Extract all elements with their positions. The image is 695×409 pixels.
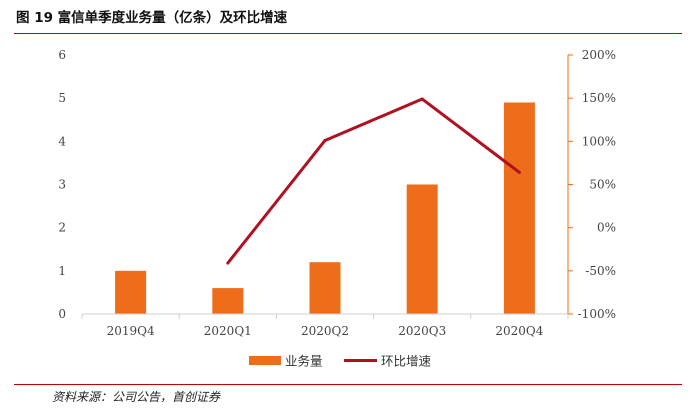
source-rule — [14, 384, 682, 385]
bar — [115, 270, 147, 314]
left-tick-label: 4 — [58, 134, 66, 148]
x-tick-label: 2019Q4 — [107, 324, 155, 338]
legend-bar-label: 业务量 — [285, 354, 323, 369]
x-tick-label: 2020Q1 — [204, 324, 252, 338]
bar — [212, 288, 244, 314]
left-axis-ticks: 0 1 2 3 4 5 6 — [58, 48, 66, 321]
left-tick-label: 5 — [58, 91, 66, 105]
line-point — [226, 261, 230, 265]
line-point — [420, 97, 424, 101]
bar — [503, 102, 535, 314]
figure-title: 图 19 富信单季度业务量（亿条）及环比增速 — [16, 10, 288, 26]
legend-line-label: 环比增速 — [381, 354, 432, 369]
left-tick-label: 0 — [58, 307, 66, 321]
right-tick-label: 100% — [582, 134, 616, 148]
legend-bar-swatch — [249, 356, 281, 365]
legend: 业务量 环比增速 — [249, 354, 432, 369]
right-tick-label: 0% — [597, 221, 616, 235]
right-axis-ticks: -100% -50% 0% 50% 100% 150% 200% — [568, 48, 616, 321]
right-tick-label: 50% — [589, 178, 616, 192]
right-tick-label: -50% — [585, 264, 616, 278]
right-tick-label: -100% — [578, 307, 616, 321]
growth-line — [226, 97, 521, 264]
title-rule — [14, 33, 682, 34]
bar-series — [115, 102, 535, 314]
left-tick-label: 6 — [58, 48, 66, 62]
line-point — [517, 170, 521, 174]
right-tick-label: 150% — [582, 91, 616, 105]
line-point — [323, 138, 327, 142]
left-tick-label: 1 — [58, 264, 66, 278]
x-axis-ticks: 2019Q4 2020Q1 2020Q2 2020Q3 2020Q4 — [81, 314, 569, 338]
source-note: 资料来源：公司公告，首创证券 — [52, 390, 221, 404]
bar — [309, 262, 341, 314]
line-series — [226, 97, 521, 265]
x-tick-label: 2020Q4 — [495, 324, 543, 338]
x-tick-label: 2020Q2 — [301, 324, 349, 338]
left-tick-label: 2 — [58, 221, 66, 235]
x-tick-label: 2020Q3 — [398, 324, 446, 338]
bar — [406, 184, 438, 314]
right-tick-label: 200% — [582, 48, 616, 62]
left-tick-label: 3 — [58, 178, 66, 192]
